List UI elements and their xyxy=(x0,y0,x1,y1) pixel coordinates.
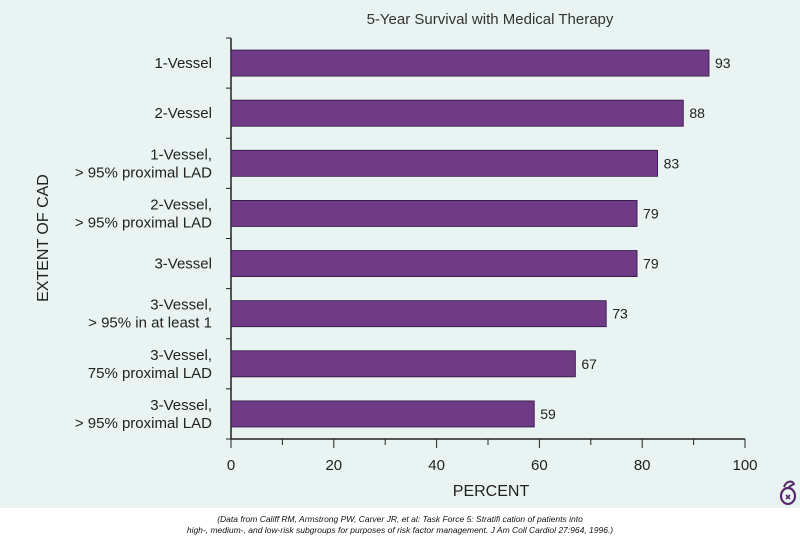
bar-7 xyxy=(230,350,576,378)
bar-8 xyxy=(230,400,535,428)
x-tick-label-100: 100 xyxy=(732,457,757,474)
value-label-2: 88 xyxy=(689,105,705,121)
bar-5 xyxy=(230,250,638,277)
bar-6 xyxy=(230,300,607,328)
category-label-8-line-1: 3-Vessel, xyxy=(150,397,212,414)
value-label-3: 83 xyxy=(664,155,680,171)
category-label-5: 3-Vessel xyxy=(154,256,212,273)
bar-1 xyxy=(230,49,710,77)
x-tick-label-80: 80 xyxy=(634,457,651,474)
value-label-6: 73 xyxy=(612,306,628,322)
bar-2 xyxy=(230,99,684,127)
value-label-7: 67 xyxy=(581,356,597,372)
category-label-3-line-1: 1-Vessel, xyxy=(150,146,212,163)
x-tick-label-0: 0 xyxy=(227,457,235,474)
chart-title: 5-Year Survival with Medical Therapy xyxy=(367,11,614,28)
value-label-1: 93 xyxy=(715,55,731,71)
source-citation: (Data from Califf RM, Armstrong PW, Carv… xyxy=(0,514,800,536)
bar-4 xyxy=(230,200,638,227)
category-label-2: 2-Vessel xyxy=(154,105,212,122)
bar-chart: 5-Year Survival with Medical Therapy 93 8… xyxy=(35,11,758,500)
source-line-1: (Data from Califf RM, Armstrong PW, Carv… xyxy=(217,514,583,524)
category-label-7-line-1: 3-Vessel, xyxy=(150,347,212,364)
y-axis-title: EXTENT OF CAD xyxy=(35,174,52,302)
x-tick-label-20: 20 xyxy=(325,457,342,474)
category-label-8-line-2: > 95% proximal LAD xyxy=(75,415,212,432)
value-label-8: 59 xyxy=(540,406,556,422)
source-line-2: high-, medium-, and low-risk subgroups f… xyxy=(186,525,614,535)
value-label-4: 79 xyxy=(643,205,659,221)
x-tick-label-40: 40 xyxy=(428,457,445,474)
publisher-logo-icon xyxy=(779,480,797,506)
category-label-1: 1-Vessel xyxy=(154,55,212,72)
category-label-4-line-2: > 95% proximal LAD xyxy=(75,214,212,231)
category-label-7-line-2: 75% proximal LAD xyxy=(88,365,212,382)
x-axis-title: PERCENT xyxy=(453,483,530,500)
category-label-4-line-1: 2-Vessel, xyxy=(150,196,212,213)
category-label-3-line-2: > 95% proximal LAD xyxy=(75,164,212,181)
category-label-6-line-2: > 95% in at least 1 xyxy=(88,315,212,332)
category-label-6-line-1: 3-Vessel, xyxy=(150,297,212,314)
bars-layer: 93 88 83 79 79 73 67 59 xyxy=(230,49,731,428)
value-label-5: 79 xyxy=(643,256,659,272)
bar-3 xyxy=(230,149,659,177)
x-tick-label-60: 60 xyxy=(531,457,548,474)
